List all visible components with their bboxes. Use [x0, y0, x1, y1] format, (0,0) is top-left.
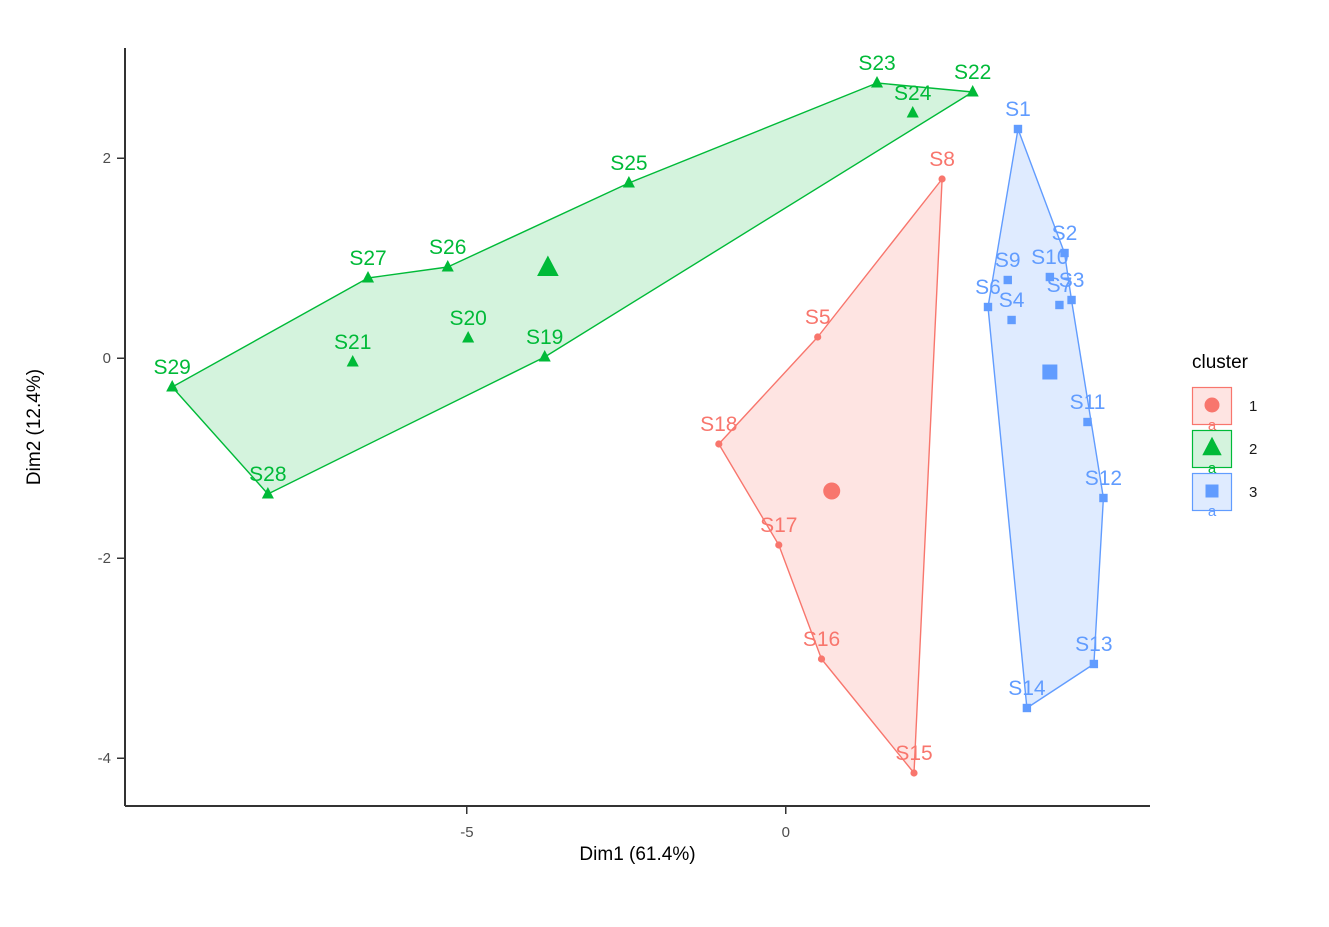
legend-entry-label: 2: [1249, 440, 1258, 458]
point-label-S14: S14: [1008, 677, 1046, 700]
x-tick-label: 0: [782, 824, 790, 841]
point-label-S15: S15: [895, 742, 932, 765]
point-label-S5: S5: [805, 306, 831, 329]
data-point-S7: [1055, 300, 1064, 310]
data-point-S27: [361, 271, 375, 283]
point-label-S2: S2: [1052, 222, 1078, 245]
data-point-S23: [870, 76, 884, 88]
legend-key-triangle-icon: a: [1191, 429, 1233, 477]
data-point-S8: [938, 175, 946, 183]
data-point-S13: [1089, 659, 1099, 669]
data-point-S2: [1060, 248, 1069, 258]
data-point-S9: [1003, 275, 1012, 285]
point-label-S6: S6: [975, 276, 1001, 299]
legend-key-text-glyph: a: [1208, 460, 1217, 477]
point-label-S8: S8: [929, 148, 955, 171]
data-point-S19: [538, 350, 551, 362]
y-axis-title: Dim2 (12.4%): [24, 368, 45, 486]
point-label-S29: S29: [154, 356, 191, 379]
data-point-S24: [906, 106, 919, 118]
data-point-S10: [1045, 272, 1055, 282]
cluster-centroid-2: [537, 255, 559, 276]
point-label-S3: S3: [1059, 269, 1085, 292]
data-point-S25: [622, 176, 635, 188]
y-tick-label: -2: [98, 550, 111, 567]
x-axis-title: Dim1 (61.4%): [579, 844, 696, 865]
point-label-S28: S28: [249, 463, 286, 486]
x-tick-label: -5: [460, 824, 473, 841]
y-tick-label: 2: [103, 150, 111, 167]
data-point-S17: [775, 541, 783, 549]
point-label-S21: S21: [334, 331, 371, 354]
data-point-S28: [261, 487, 274, 499]
legend-key-square-icon: a: [1191, 472, 1233, 520]
data-point-S5: [814, 333, 822, 341]
point-label-S26: S26: [429, 236, 466, 259]
data-point-S11: [1083, 417, 1092, 427]
point-label-S1: S1: [1005, 98, 1031, 121]
point-label-S27: S27: [349, 247, 386, 270]
legend-title: cluster: [1192, 352, 1248, 373]
legend-key-text-glyph: a: [1208, 503, 1217, 520]
y-tick-label: 0: [103, 350, 111, 367]
cluster-hull-3: [987, 128, 1105, 709]
cluster-centroid-1: [823, 482, 841, 500]
data-point-S12: [1099, 493, 1108, 503]
data-point-S16: [817, 655, 826, 663]
legend-key-symbol: [1204, 397, 1220, 413]
data-point-S3: [1067, 295, 1076, 305]
point-label-S10: S10: [1031, 246, 1068, 269]
legend-key-symbol: [1205, 484, 1219, 498]
data-point-S6: [983, 302, 993, 312]
legend-key-text-glyph: a: [1208, 417, 1217, 434]
point-label-S17: S17: [760, 514, 797, 537]
point-label-S12: S12: [1085, 467, 1122, 490]
point-label-S22: S22: [954, 61, 991, 84]
point-label-S16: S16: [803, 628, 840, 651]
point-label-S9: S9: [995, 249, 1021, 272]
point-label-S19: S19: [526, 326, 563, 349]
point-label-S20: S20: [449, 307, 486, 330]
data-point-S21: [346, 355, 359, 367]
y-tick-label: -4: [98, 750, 111, 767]
point-label-S13: S13: [1075, 633, 1112, 656]
legend-entry-label: 3: [1249, 483, 1258, 501]
data-point-S20: [462, 331, 475, 343]
data-point-S14: [1022, 703, 1032, 713]
point-label-S7: S7: [1047, 274, 1073, 297]
data-point-S15: [910, 769, 918, 777]
point-label-S11: S11: [1070, 391, 1106, 414]
data-point-S22: [966, 85, 979, 97]
legend-entry-label: 1: [1249, 397, 1258, 415]
data-point-S29: [166, 380, 179, 392]
point-label-S24: S24: [894, 82, 932, 105]
data-point-S18: [715, 440, 723, 448]
legend-key-symbol: [1202, 436, 1222, 456]
data-point-S1: [1013, 124, 1023, 134]
data-point-S26: [441, 260, 454, 272]
point-label-S23: S23: [858, 52, 895, 75]
point-label-S25: S25: [610, 152, 647, 175]
point-label-S4: S4: [999, 289, 1025, 312]
cluster-centroid-3: [1042, 364, 1058, 380]
data-point-S4: [1007, 315, 1016, 325]
point-label-S18: S18: [700, 413, 737, 436]
cluster-hull-1: [718, 178, 943, 774]
legend-key-circle-icon: a: [1191, 386, 1233, 434]
